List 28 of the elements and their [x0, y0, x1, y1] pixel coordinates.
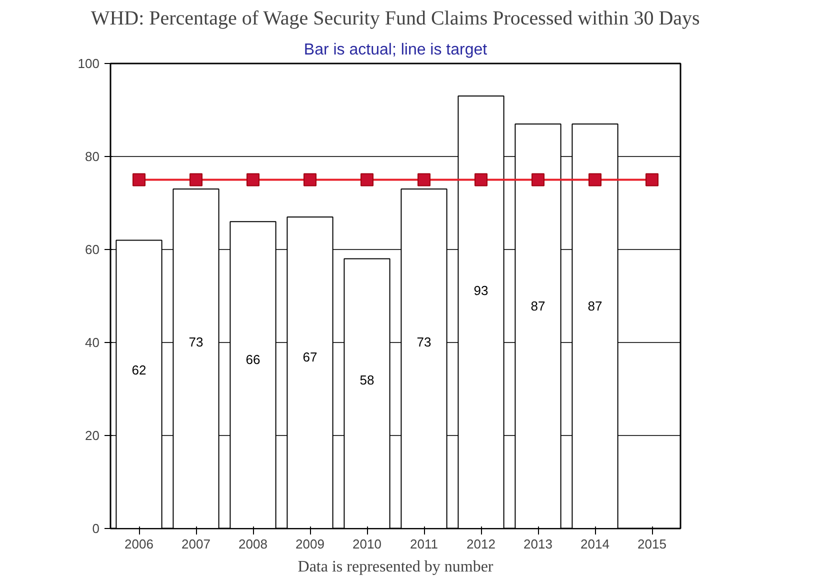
- data-label: 67: [302, 350, 318, 365]
- y-tick-label: 80: [85, 149, 100, 164]
- x-tick-label: 2010: [352, 536, 382, 552]
- data-label: 73: [416, 334, 432, 350]
- y-tick-label: 0: [92, 521, 100, 536]
- x-tick-label: 2006: [124, 536, 154, 552]
- chart-subtitle: Bar is actual; line is target: [304, 42, 488, 58]
- data-label: 62: [132, 362, 146, 378]
- data-label: 73: [188, 334, 204, 350]
- x-tick-label: 2014: [580, 536, 610, 552]
- y-tick-label: 40: [85, 335, 100, 350]
- data-label: 87: [588, 298, 602, 314]
- data-label: 66: [246, 352, 260, 368]
- x-tick-label: 2009: [296, 536, 324, 552]
- chart-title: WHD: Percentage of Wage Security Fund Claims Processed within 30 Days: [90, 8, 700, 30]
- x-tick-label: 2013: [524, 536, 552, 552]
- x-tick-label: 2007: [182, 536, 210, 552]
- data-label: 58: [360, 372, 374, 388]
- data-label: 93: [474, 283, 488, 298]
- y-tick-label: 20: [85, 428, 100, 443]
- data-label: 87: [530, 298, 546, 314]
- x-tick-label: 2011: [410, 536, 438, 552]
- x-tick-label: 2015: [638, 536, 666, 552]
- x-tick-label: 2008: [238, 536, 268, 552]
- y-tick-label: 100: [78, 56, 100, 71]
- text: Data is represented by number: [298, 558, 494, 576]
- x-tick-label: 2012: [466, 536, 496, 552]
- y-tick-label: 60: [85, 242, 100, 257]
